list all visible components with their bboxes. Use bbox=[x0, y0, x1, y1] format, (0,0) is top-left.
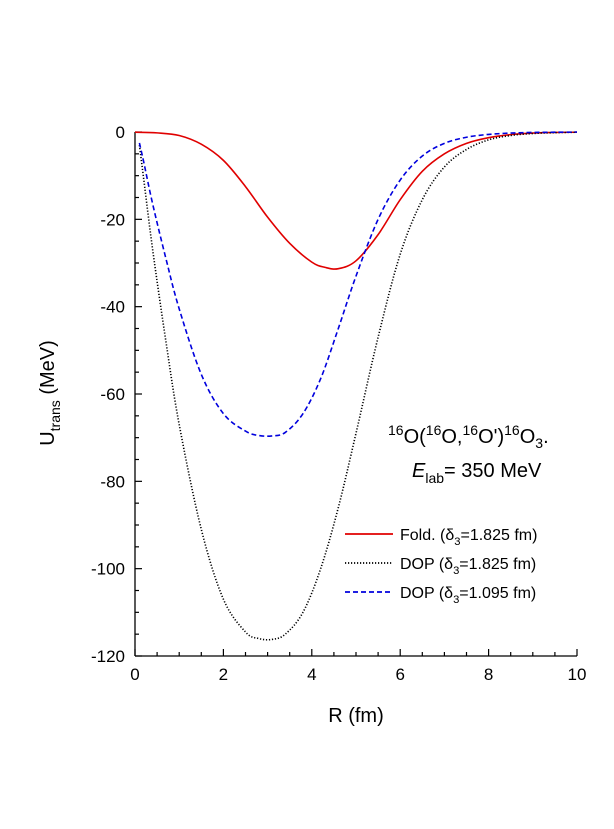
legend: Fold. (δ3=1.825 fm) DOP (δ3=1.825 fm) DOP … bbox=[345, 527, 537, 606]
x-tick-label: 4 bbox=[307, 665, 316, 684]
x-tick-label: 8 bbox=[484, 665, 493, 684]
x-tick-label: 10 bbox=[568, 665, 587, 684]
y-tick-label: -20 bbox=[100, 210, 125, 229]
legend-label-1: Fold. (δ3=1.825 fm) bbox=[400, 527, 537, 548]
x-axis-title: R (fm) bbox=[328, 705, 384, 727]
y-tick-label: -60 bbox=[100, 385, 125, 404]
reaction-annotation: 16O(16O,16O')16O3. bbox=[388, 422, 549, 451]
series-line-3 bbox=[138, 131, 578, 438]
legend-label-2: DOP (δ3=1.825 fm) bbox=[400, 556, 536, 577]
y-tick-label: -100 bbox=[91, 560, 125, 579]
y-tick-label: 0 bbox=[116, 123, 125, 142]
series-line-1 bbox=[134, 131, 578, 270]
x-tick-label: 0 bbox=[130, 665, 139, 684]
y-tick-label: -120 bbox=[91, 647, 125, 666]
series-line-2 bbox=[138, 131, 578, 641]
energy-annotation: Elab= 350 MeV bbox=[412, 460, 542, 486]
y-axis-title: Utrans (MeV) bbox=[37, 340, 63, 446]
x-tick-label: 6 bbox=[395, 665, 404, 684]
y-tick-label: -40 bbox=[100, 298, 125, 317]
y-tick-label: -80 bbox=[100, 472, 125, 491]
legend-label-3: DOP (δ3=1.095 fm) bbox=[400, 585, 536, 606]
plot-area: 0 2 4 6 8 10 0 -20 -40 -60 -80 -100 -120 bbox=[91, 123, 586, 684]
x-tick-label: 2 bbox=[219, 665, 228, 684]
